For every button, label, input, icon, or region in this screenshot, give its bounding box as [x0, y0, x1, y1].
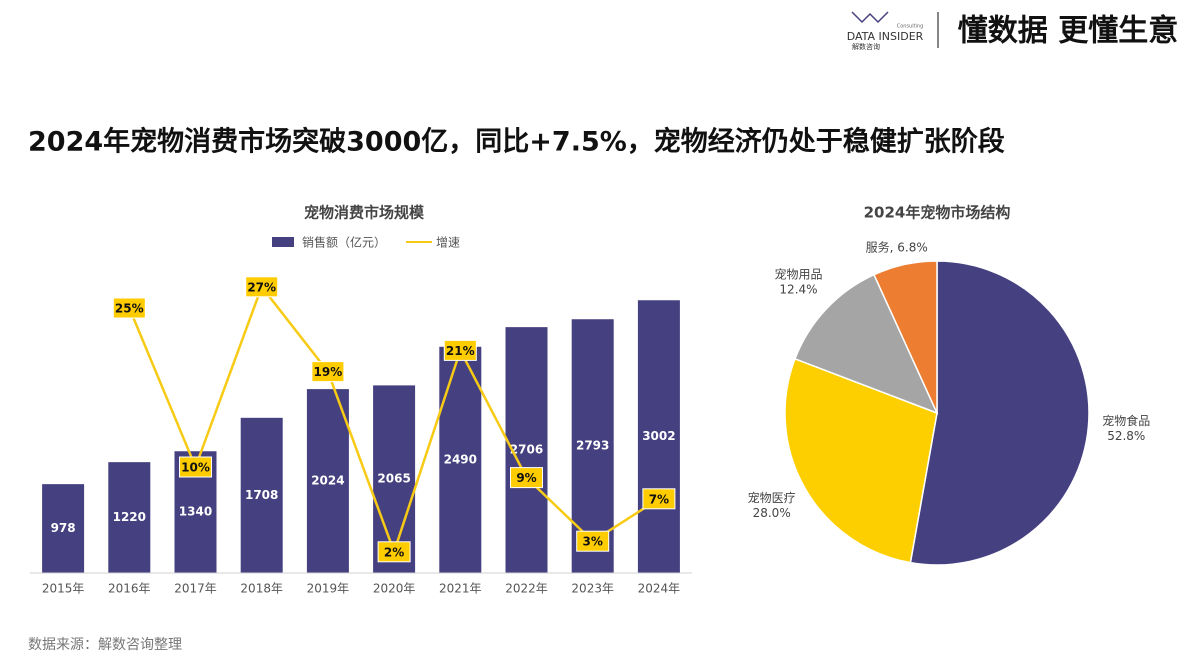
- logo-cn: 解数咨询: [852, 42, 880, 51]
- value-label-box: [245, 276, 279, 298]
- x-tick-label: 2018年: [240, 582, 283, 596]
- chart-title: 2024年宠物市场结构: [864, 204, 1011, 222]
- pie-value-label: 12.4%: [779, 282, 817, 296]
- bar-value-label: 2490: [444, 452, 477, 466]
- bar-value-label: 2024: [311, 474, 344, 488]
- pie-category: 宠物食品: [1102, 413, 1150, 428]
- pie-slice: [909, 260, 1090, 566]
- pie-slice: [873, 260, 938, 414]
- line-value-label: 21%: [446, 344, 475, 358]
- x-tick-label: 2024年: [638, 582, 681, 596]
- pie-slice: [794, 273, 939, 415]
- bar-value-label: 978: [51, 521, 76, 535]
- slogan: 懂数据 更懂生意: [958, 14, 1178, 49]
- line-value-label: 25%: [115, 302, 144, 316]
- bar-value-label: 1340: [179, 505, 212, 519]
- value-label-box: [510, 467, 543, 489]
- value-label-box: [443, 339, 477, 361]
- bar-value-label: 2793: [576, 439, 609, 453]
- bar: [42, 484, 85, 573]
- pie-value-label: , 6.8%: [890, 240, 928, 254]
- x-tick-label: 2022年: [505, 582, 548, 596]
- bar-value-label: 1220: [113, 510, 146, 524]
- line-value-label: 2%: [384, 545, 404, 559]
- x-tick-label: 2015年: [42, 582, 85, 596]
- pie-category: 宠物用品: [774, 266, 822, 281]
- line-value-label: 10%: [181, 461, 210, 475]
- x-tick-label: 2016年: [108, 582, 151, 596]
- x-tick-label: 2019年: [307, 582, 350, 596]
- pie-category: 服务: [866, 239, 890, 254]
- value-label-box: [112, 297, 146, 319]
- x-tick-label: 2021年: [439, 582, 482, 596]
- legend-label: 销售额（亿元）: [302, 235, 386, 250]
- pie-value-label: 28.0%: [753, 506, 791, 520]
- line-value-label: 7%: [649, 492, 669, 506]
- bar: [108, 462, 151, 573]
- value-label-box: [576, 530, 610, 552]
- logo: DATA INSIDER Consulting 解数咨询: [847, 11, 924, 51]
- bar: [306, 389, 349, 573]
- source: 数据来源：解数咨询整理: [28, 637, 182, 653]
- x-tick-label: 2017年: [174, 582, 217, 596]
- bar-value-label: 2706: [510, 443, 543, 457]
- bar: [637, 300, 680, 573]
- x-tick-label: 2023年: [571, 582, 614, 596]
- bar-value-label: 2065: [377, 472, 410, 486]
- chart-title: 宠物消费市场规模: [304, 204, 425, 222]
- line-value-label: 19%: [314, 365, 343, 379]
- logo-text: DATA INSIDER: [847, 30, 924, 43]
- legend-label: 增速: [436, 236, 460, 250]
- pie-category: 宠物医疗: [748, 490, 796, 505]
- logo-note: Consulting: [897, 24, 924, 30]
- pie-value-label: 52.8%: [1107, 429, 1145, 443]
- value-label-box: [377, 541, 411, 563]
- x-tick-label: 2020年: [373, 582, 416, 596]
- bar-value-label: 1708: [245, 488, 278, 502]
- bar: [439, 346, 482, 573]
- pie-label: 服务, 6.8%: [866, 239, 928, 254]
- bar: [240, 417, 283, 573]
- value-label-box: [179, 456, 212, 478]
- value-label-box: [311, 361, 345, 383]
- bar-value-label: 3002: [642, 429, 675, 443]
- pie-slice: [784, 357, 938, 564]
- line-value-label: 9%: [516, 471, 536, 485]
- line-value-label: 27%: [247, 280, 276, 294]
- line-value-label: 3%: [583, 535, 603, 549]
- value-label-box: [642, 488, 676, 510]
- page-title: 2024年宠物消费市场突破3000亿，同比+7.5%，宠物经济仍处于稳健扩张阶段: [28, 126, 1005, 158]
- logo-icon: [851, 11, 889, 24]
- legend-swatch: [272, 237, 294, 247]
